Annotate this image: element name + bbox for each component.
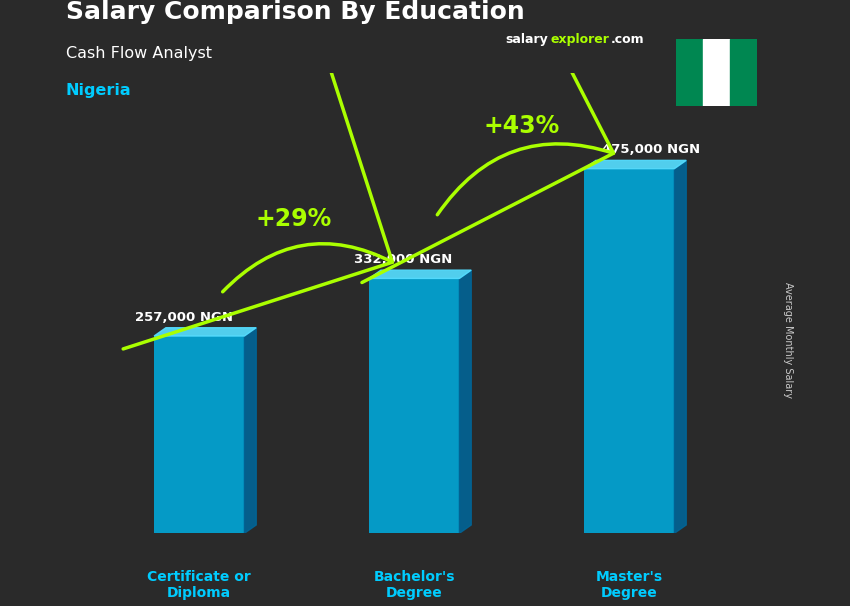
- Text: 332,000 NGN: 332,000 NGN: [354, 253, 452, 266]
- Polygon shape: [584, 161, 686, 168]
- Bar: [584, 168, 674, 533]
- Text: salary: salary: [506, 33, 548, 46]
- FancyArrowPatch shape: [123, 0, 393, 349]
- Text: Cash Flow Analyst: Cash Flow Analyst: [66, 46, 212, 61]
- Polygon shape: [674, 161, 686, 533]
- Text: +29%: +29%: [256, 207, 332, 230]
- Text: explorer: explorer: [551, 33, 609, 46]
- Bar: [676, 39, 703, 106]
- Bar: [703, 39, 729, 106]
- Polygon shape: [245, 328, 256, 533]
- Bar: [154, 336, 245, 533]
- Text: Master's
Degree: Master's Degree: [596, 570, 663, 601]
- Text: +43%: +43%: [484, 115, 560, 138]
- FancyArrowPatch shape: [362, 0, 614, 282]
- Text: Nigeria: Nigeria: [66, 83, 132, 98]
- Text: Bachelor's
Degree: Bachelor's Degree: [373, 570, 455, 601]
- Bar: [729, 39, 756, 106]
- Text: Salary Comparison By Education: Salary Comparison By Education: [66, 1, 524, 24]
- Text: Average Monthly Salary: Average Monthly Salary: [784, 282, 793, 398]
- Text: .com: .com: [610, 33, 644, 46]
- Polygon shape: [369, 270, 471, 278]
- Bar: [369, 278, 459, 533]
- Text: 257,000 NGN: 257,000 NGN: [135, 311, 233, 324]
- Polygon shape: [459, 270, 471, 533]
- Polygon shape: [154, 328, 256, 336]
- Text: 475,000 NGN: 475,000 NGN: [602, 144, 700, 156]
- Text: Certificate or
Diploma: Certificate or Diploma: [147, 570, 251, 601]
